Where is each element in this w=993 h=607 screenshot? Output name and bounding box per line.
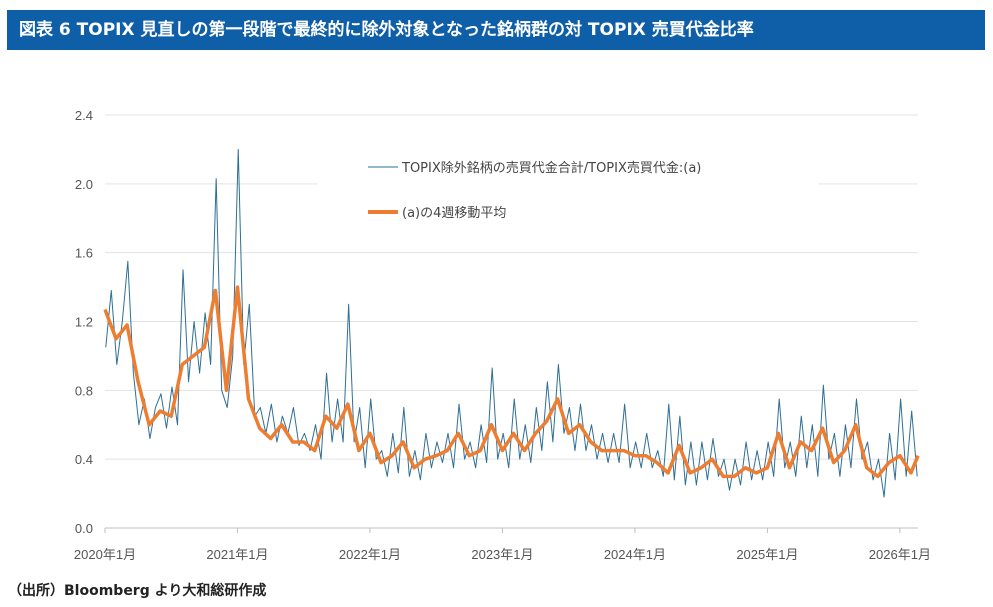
x-tick-label: 2025年1月 bbox=[736, 547, 798, 562]
x-tick-label: 2024年1月 bbox=[604, 547, 666, 562]
x-tick-label: 2022年1月 bbox=[339, 547, 401, 562]
legend: TOPIX除外銘柄の売買代金合計/TOPIX売買代金:(a) (a)の4週移動平… bbox=[318, 150, 818, 230]
y-tick-label: 0.0 bbox=[75, 521, 93, 536]
source-note: （出所）Bloomberg より大和総研作成 bbox=[8, 583, 267, 599]
x-tick-label: 2023年1月 bbox=[471, 547, 533, 562]
y-tick-label: 2.0 bbox=[75, 177, 93, 192]
x-tick-label: 2021年1月 bbox=[206, 547, 268, 562]
x-tick-label: 2020年1月 bbox=[74, 547, 136, 562]
legend-label-raw: TOPIX除外銘柄の売買代金合計/TOPIX売買代金:(a) bbox=[401, 160, 701, 176]
legend-label-ma: (a)の4週移動平均 bbox=[402, 206, 506, 221]
x-tick-label: 2026年1月 bbox=[869, 547, 931, 562]
y-tick-label: 1.6 bbox=[75, 246, 93, 261]
y-tick-label: 0.4 bbox=[75, 452, 93, 467]
series-line-moving-average bbox=[103, 285, 920, 479]
y-tick-label: 1.2 bbox=[75, 315, 93, 330]
y-tick-label: 2.4 bbox=[75, 108, 93, 123]
chart-title: 図表 6 TOPIX 見直しの第一段階で最終的に除外対象となった銘柄群の対 TO… bbox=[7, 10, 985, 50]
y-tick-label: 0.8 bbox=[75, 383, 93, 398]
